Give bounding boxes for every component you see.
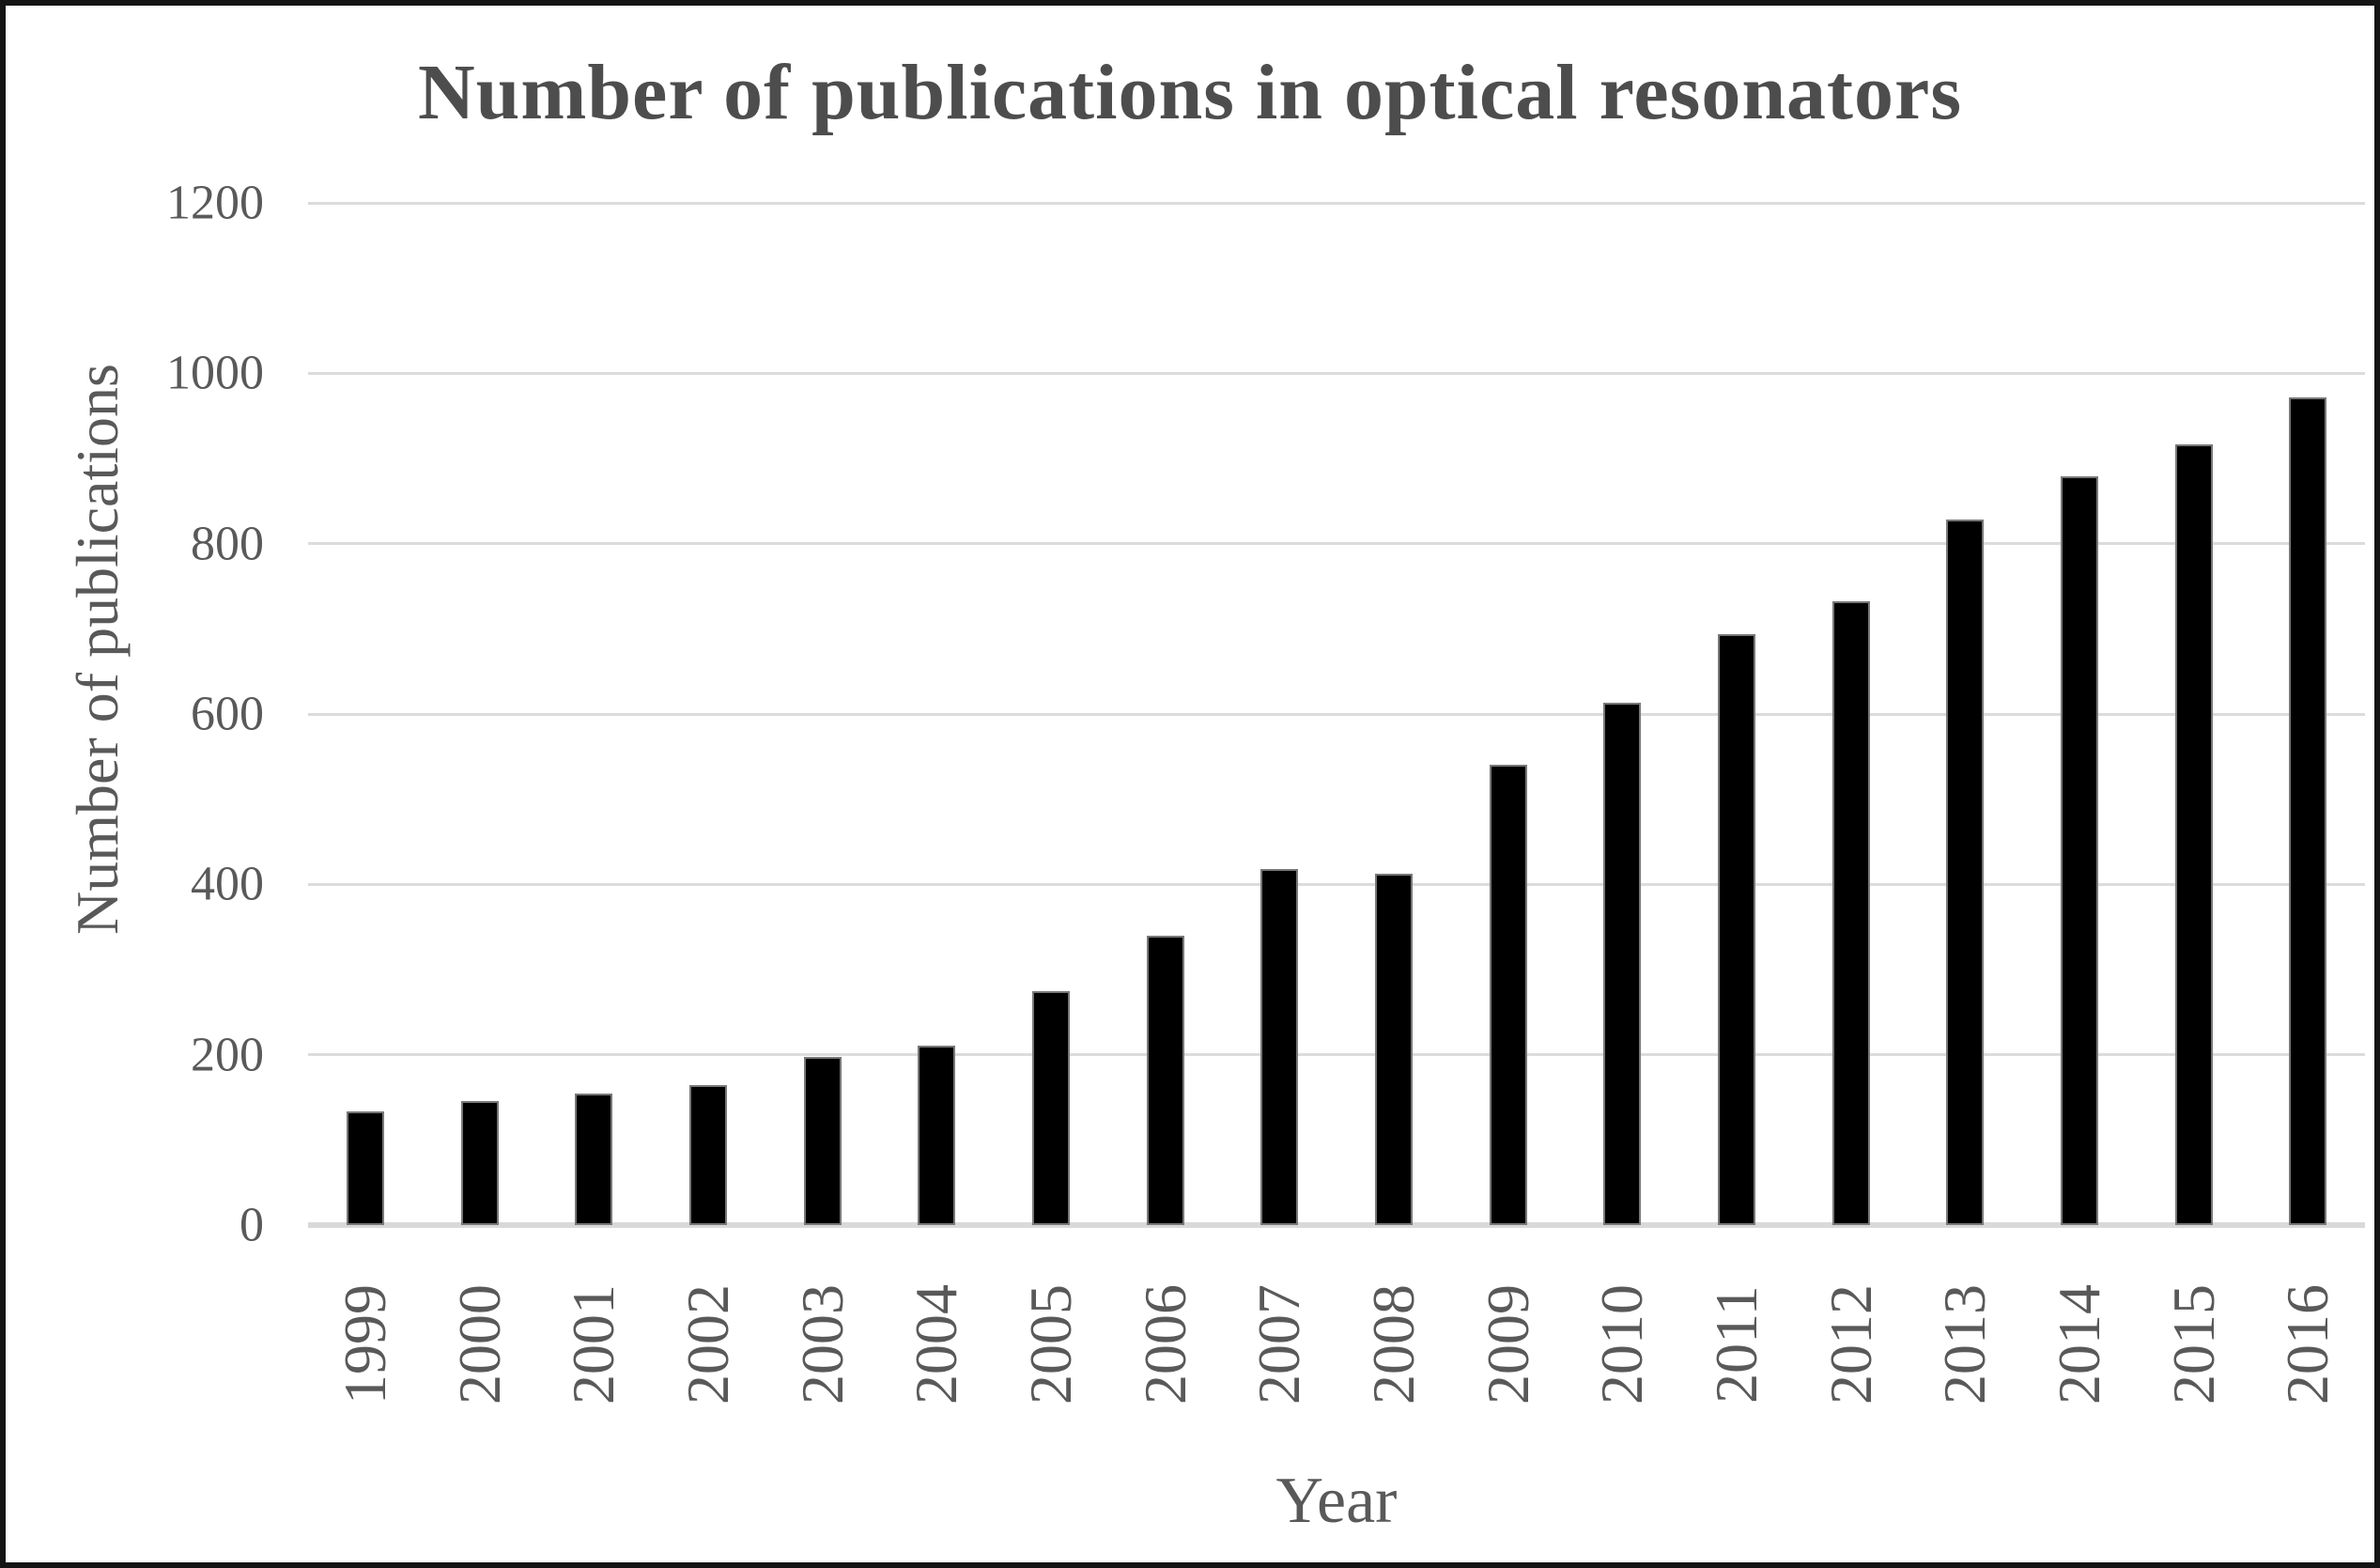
bar-2006 — [1146, 935, 1184, 1225]
bar-2016 — [2289, 396, 2327, 1225]
bar-2014 — [2060, 476, 2098, 1225]
gridline-600 — [308, 712, 2365, 716]
bar-2010 — [1603, 703, 1642, 1225]
gridline-200 — [308, 1053, 2365, 1057]
y-tick-label-200: 200 — [191, 1028, 264, 1082]
gridline-800 — [308, 542, 2365, 546]
bar-2009 — [1489, 765, 1527, 1225]
x-tick-label-2016: 2016 — [2214, 1248, 2374, 1440]
y-tick-label-400: 400 — [191, 857, 264, 911]
x-axis-title: Year — [1275, 1465, 1398, 1537]
y-axis-title: Number of publications — [64, 364, 131, 935]
x-tick-text-2016: 2016 — [2274, 1283, 2341, 1405]
bar-2000 — [460, 1100, 499, 1225]
bar-2005 — [1031, 990, 1070, 1225]
gridline-400 — [308, 882, 2365, 886]
bar-2013 — [1946, 520, 1985, 1225]
gridline-1000 — [308, 371, 2365, 375]
bar-2008 — [1374, 873, 1413, 1225]
bar-2011 — [1717, 633, 1755, 1225]
y-tick-label-600: 600 — [191, 687, 264, 741]
chart-title: Number of publications in optical resona… — [417, 49, 1963, 136]
bar-2004 — [918, 1045, 956, 1225]
y-tick-label-800: 800 — [191, 517, 264, 571]
bar-1999 — [346, 1111, 384, 1225]
gridline-1200 — [308, 201, 2365, 205]
y-tick-label-1200: 1200 — [166, 176, 264, 230]
bar-2003 — [803, 1057, 842, 1225]
plot-area — [308, 201, 2365, 1228]
y-tick-label-0: 0 — [240, 1198, 264, 1252]
bar-2007 — [1260, 869, 1299, 1225]
y-tick-label-1000: 1000 — [166, 346, 264, 400]
x-axis-line — [308, 1222, 2365, 1228]
bar-2015 — [2174, 444, 2213, 1225]
bar-2002 — [688, 1085, 727, 1225]
bar-2012 — [1831, 601, 1870, 1225]
bar-2001 — [575, 1094, 613, 1225]
